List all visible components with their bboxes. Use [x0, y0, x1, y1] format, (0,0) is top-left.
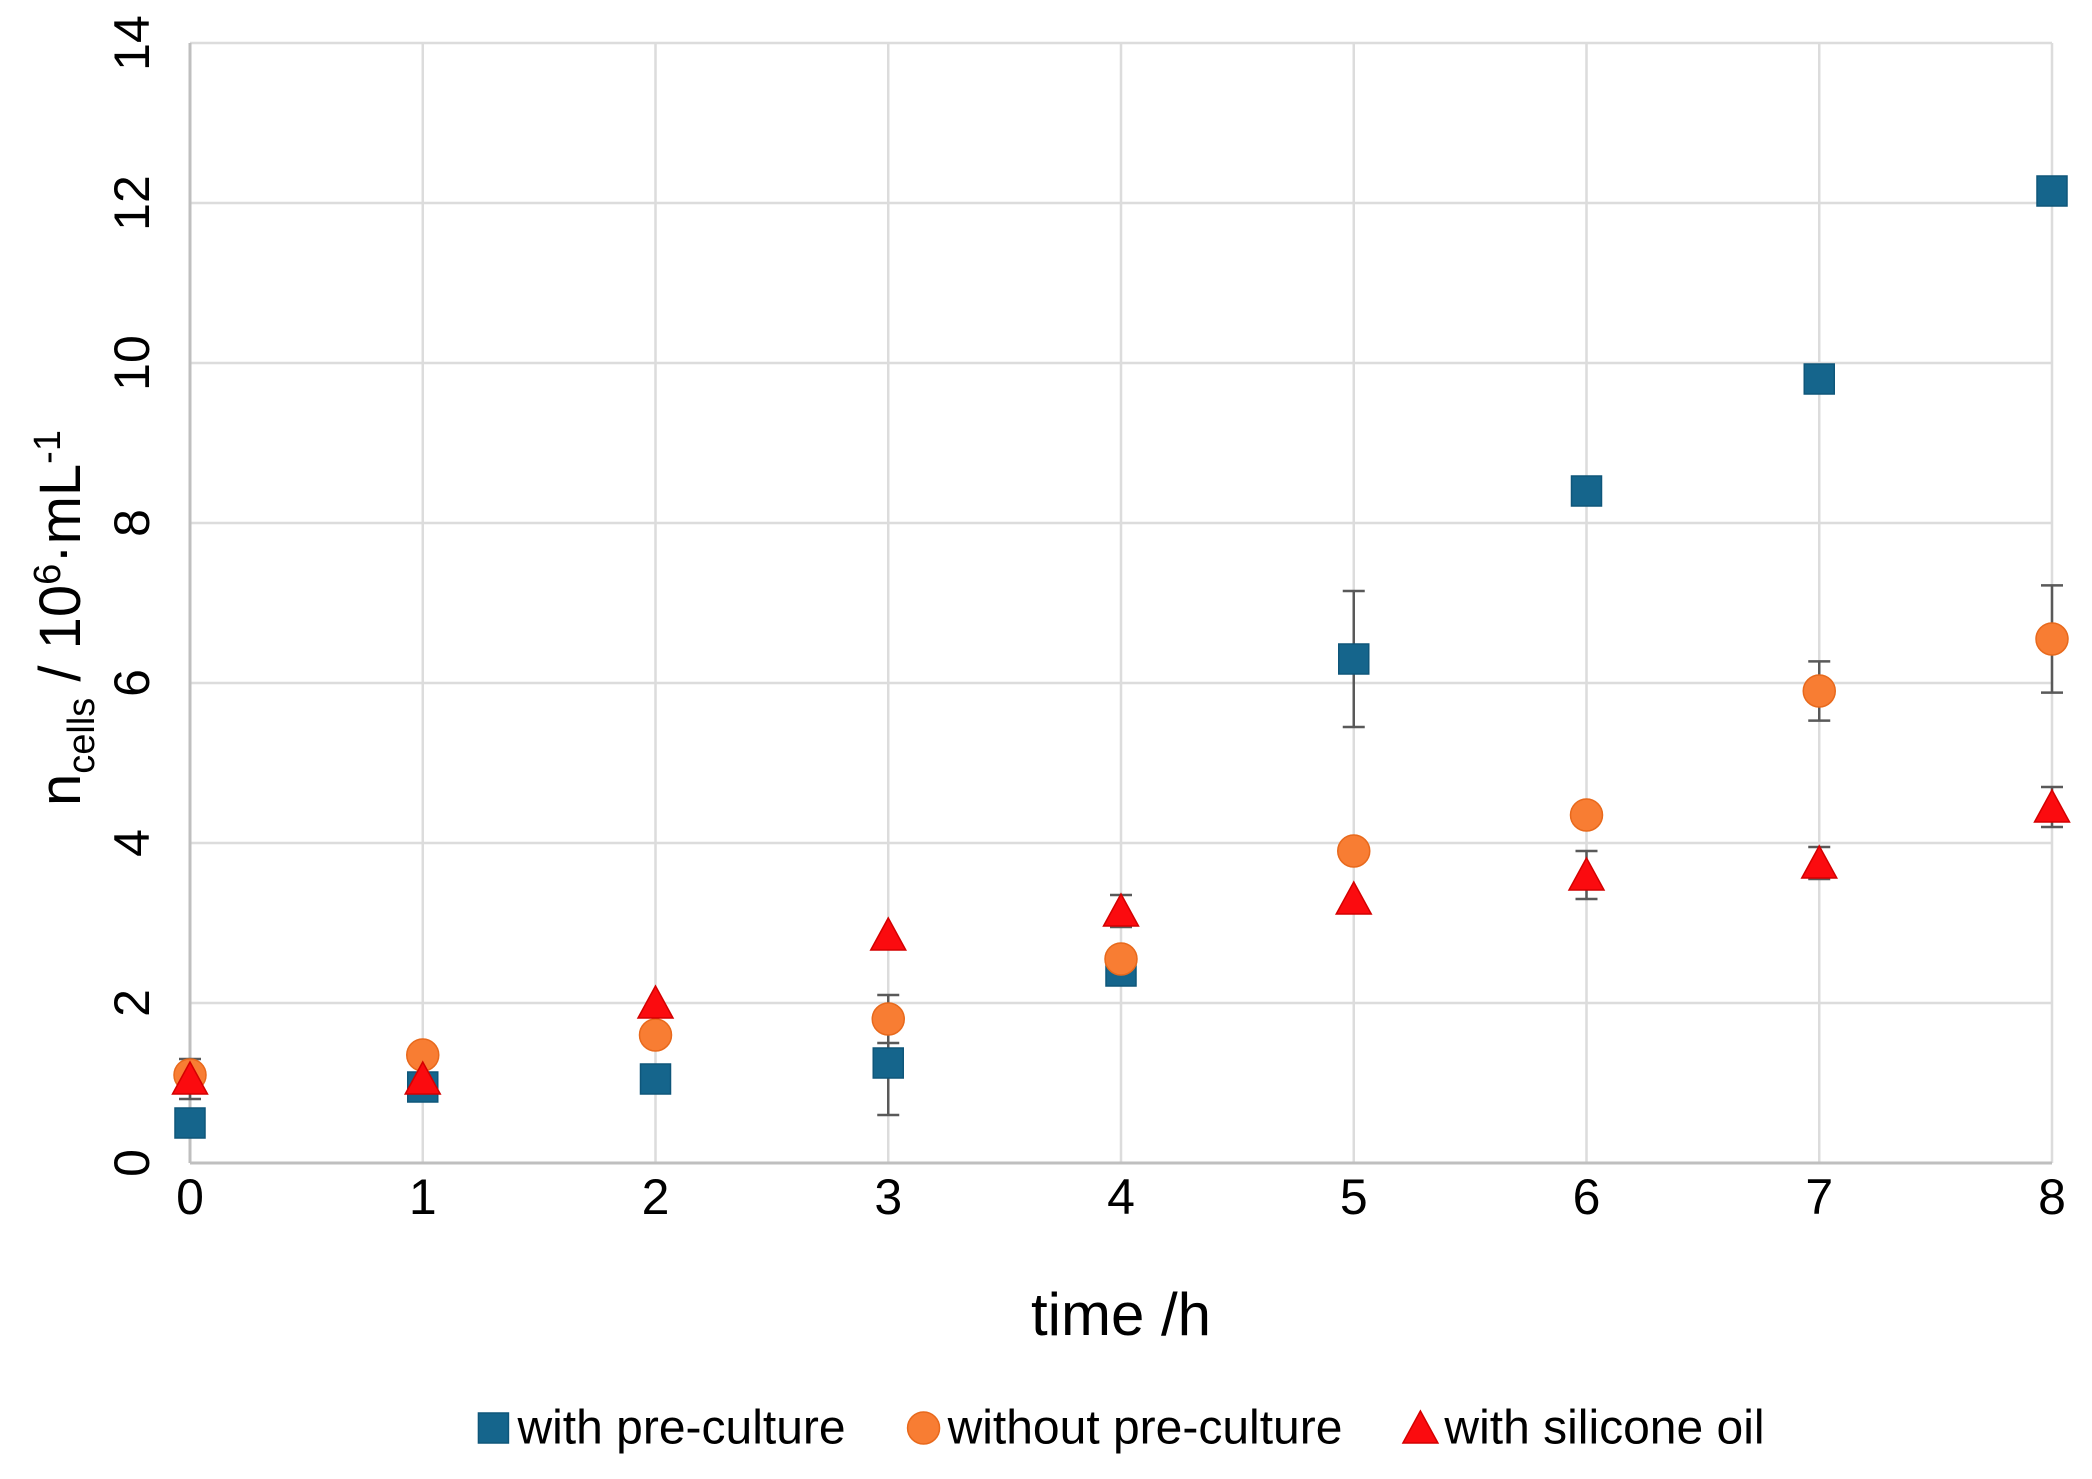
y-axis-title-sup: -1 — [27, 430, 69, 464]
y-tick-label: 2 — [104, 989, 160, 1017]
marker-with-pre-culture — [174, 1107, 206, 1139]
y-axis-title-base: / 10 — [28, 585, 93, 698]
y-axis-title-sub: cells — [61, 698, 103, 774]
y-tick-label: 6 — [104, 669, 160, 697]
marker-with-silicone-oil — [171, 1060, 209, 1095]
series-with-pre-culture — [174, 175, 2068, 1139]
marker-with-silicone-oil — [2033, 788, 2071, 823]
marker-without-pre-culture — [1337, 834, 1371, 868]
legend-label: without pre-culture — [947, 1402, 1343, 1455]
x-tick-label: 6 — [1573, 1169, 1601, 1225]
series-with-silicone-oil — [171, 788, 2071, 1095]
y-axis-title: ncells / 106·mL-1 — [27, 430, 103, 806]
marker-with-silicone-oil — [403, 1060, 442, 1095]
x-axis-title: time /h — [1031, 1281, 1211, 1348]
marker-without-pre-culture — [1802, 674, 1836, 708]
legend: with pre-culture without pre-culture with … — [477, 1402, 1765, 1455]
y-tick-label: 0 — [104, 1149, 160, 1177]
marker-without-pre-culture — [871, 1002, 905, 1036]
y-tick-label: 4 — [104, 829, 160, 857]
legend-item-without-pre-culture: without pre-culture — [906, 1402, 1343, 1455]
marker-with-pre-culture — [872, 1047, 904, 1079]
gridlines — [190, 41, 2054, 1163]
legend-marker-without-pre-culture — [906, 1411, 941, 1445]
y-tick-labels: 0 2 4 6 8 10 12 14 — [104, 15, 160, 1177]
marker-with-pre-culture — [639, 1063, 672, 1095]
x-tick-label: 7 — [1805, 1169, 1833, 1225]
x-tick-labels: 0 1 2 3 4 5 6 7 8 — [176, 1169, 2066, 1225]
legend-marker-with-pre-culture — [477, 1412, 510, 1444]
marker-with-pre-culture — [2036, 175, 2068, 207]
marker-with-pre-culture — [1803, 363, 1835, 395]
x-tick-label: 8 — [2038, 1169, 2066, 1225]
x-tick-label: 5 — [1340, 1169, 1368, 1225]
y-tick-label: 14 — [104, 15, 160, 71]
marker-without-pre-culture — [2035, 622, 2069, 656]
x-tick-label: 0 — [176, 1169, 204, 1225]
y-axis-title-sup: 6 — [27, 564, 69, 585]
y-tick-label: 8 — [104, 509, 160, 537]
marker-with-silicone-oil — [869, 916, 908, 951]
legend-marker-with-silicone-oil — [1401, 1409, 1440, 1444]
marker-with-silicone-oil — [636, 984, 675, 1019]
marker-without-pre-culture — [1104, 942, 1138, 976]
legend-label: with silicone oil — [1443, 1402, 1764, 1455]
legend-item-with-silicone-oil: with silicone oil — [1401, 1402, 1765, 1455]
x-tick-label: 4 — [1107, 1169, 1135, 1225]
marker-with-silicone-oil — [1334, 880, 1373, 915]
marker-with-silicone-oil — [1102, 892, 1140, 927]
legend-label: with pre-culture — [516, 1402, 845, 1455]
x-tick-label: 1 — [409, 1169, 437, 1225]
y-tick-label: 10 — [104, 335, 160, 391]
marker-with-silicone-oil — [1567, 856, 1606, 891]
y-tick-label: 12 — [104, 175, 160, 231]
x-tick-label: 2 — [642, 1169, 670, 1225]
legend-item-with-pre-culture: with pre-culture — [477, 1402, 846, 1455]
marker-without-pre-culture — [638, 1018, 673, 1052]
marker-with-silicone-oil — [1800, 844, 1839, 879]
marker-with-pre-culture — [1570, 475, 1603, 507]
y-axis-title-base: ·mL — [28, 464, 93, 564]
marker-with-pre-culture — [1338, 643, 1370, 675]
marker-without-pre-culture — [1569, 798, 1604, 832]
y-axis-title-base: n — [28, 774, 93, 806]
x-tick-label: 3 — [874, 1169, 902, 1225]
